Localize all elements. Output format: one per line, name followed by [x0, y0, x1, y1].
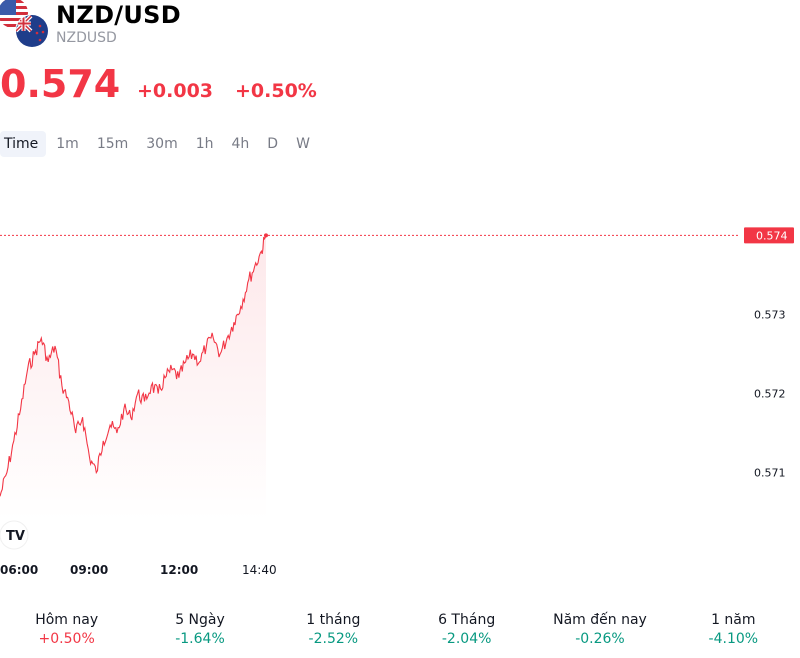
y-axis: 0.573 0.572 0.571: [754, 308, 786, 479]
last-price-dot: [264, 233, 268, 238]
x-tick-label: 12:00: [160, 563, 198, 577]
price-area-fill: [0, 235, 266, 521]
tradingview-logo-text: TV: [6, 529, 25, 544]
tab-30m[interactable]: 30m: [146, 136, 178, 152]
tab-15m[interactable]: 15m: [96, 136, 129, 152]
perf-label: Năm đến nay: [553, 612, 647, 628]
timeframe-tabs: Time 1m 15m 30m 1h 4h D W: [0, 131, 318, 157]
tab-4h[interactable]: 4h: [231, 136, 250, 152]
price-line: [0, 235, 267, 497]
tab-w[interactable]: W: [296, 136, 310, 152]
pair-symbol: NZDUSD: [56, 30, 117, 46]
perf-1m[interactable]: 1 tháng -2.52%: [267, 610, 400, 648]
price-chart[interactable]: 0.573 0.572 0.571 06:00 09:00 12:00 14:40 0.5…: [0, 170, 800, 590]
us-flag-icon: [0, 0, 28, 28]
x-tick-label: 09:00: [70, 563, 108, 577]
currency-flags-icon: [0, 0, 50, 50]
perf-label: 1 năm: [711, 612, 756, 628]
perf-label: 1 tháng: [306, 612, 361, 628]
perf-value: -4.10%: [708, 631, 759, 647]
tab-d[interactable]: D: [267, 136, 279, 152]
perf-5d[interactable]: 5 Ngày -1.64%: [133, 610, 266, 648]
y-tick-label: 0.572: [754, 387, 786, 400]
perf-value: -2.52%: [308, 631, 359, 647]
tab-time[interactable]: Time: [0, 131, 47, 157]
perf-label: 5 Ngày: [175, 612, 225, 628]
y-tick-label: 0.571: [754, 467, 786, 480]
perf-value: -0.26%: [575, 631, 625, 647]
perf-label: Hôm nay: [35, 612, 99, 628]
price-change-percent: +0.50%: [235, 80, 317, 102]
x-tick-label: 14:40: [242, 563, 277, 577]
last-price-label: 0.574: [756, 229, 788, 242]
tab-1m[interactable]: 1m: [56, 136, 79, 152]
perf-value: -2.04%: [441, 631, 492, 647]
tradingview-logo[interactable]: TV: [0, 520, 29, 550]
perf-label: 6 Tháng: [438, 612, 496, 628]
perf-today[interactable]: Hôm nay +0.50%: [0, 610, 133, 648]
perf-1y[interactable]: 1 năm -4.10%: [667, 610, 800, 648]
price-change: +0.003: [137, 80, 214, 102]
x-axis: 06:00 09:00 12:00 14:40: [0, 563, 277, 577]
pair-title: NZD/USD: [56, 1, 181, 29]
x-tick-label: 06:00: [0, 563, 38, 577]
y-tick-label: 0.573: [754, 308, 786, 321]
performance-strip: Hôm nay +0.50% 5 Ngày -1.64% 1 tháng -2.…: [0, 610, 800, 648]
perf-ytd[interactable]: Năm đến nay -0.26%: [533, 610, 666, 648]
perf-value: -1.64%: [175, 631, 225, 647]
current-price: 0.574: [0, 62, 121, 106]
last-price-badge: 0.574: [744, 227, 794, 244]
perf-value: +0.50%: [38, 631, 95, 647]
perf-6m[interactable]: 6 Tháng -2.04%: [400, 610, 533, 648]
tab-1h[interactable]: 1h: [195, 136, 214, 152]
